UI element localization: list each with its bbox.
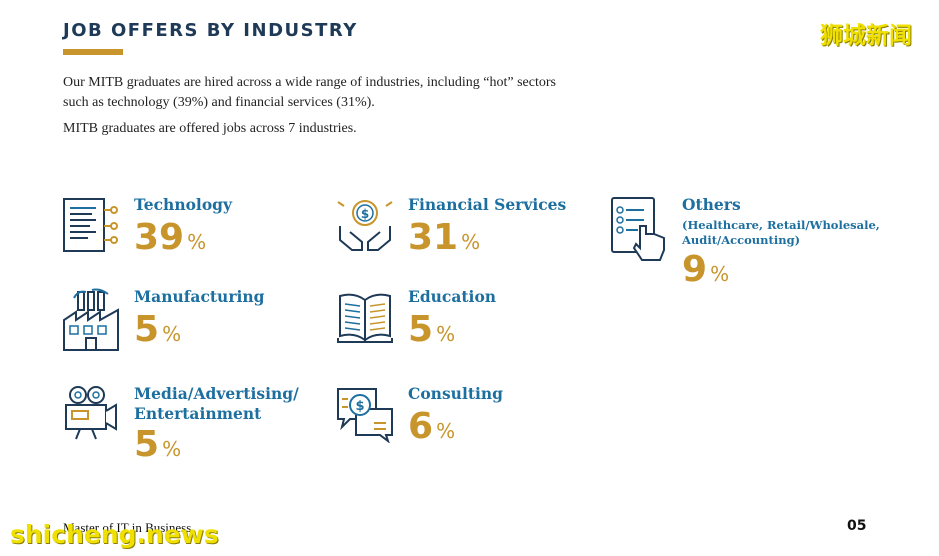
industry-label: Others bbox=[682, 195, 741, 214]
page-number: 05 bbox=[847, 518, 867, 534]
industry-percent: 6% bbox=[408, 406, 456, 447]
industry-label-line2: Entertainment bbox=[134, 404, 262, 423]
industry-label: Manufacturing bbox=[134, 287, 265, 306]
page-title: JOB OFFERS BY INDUSTRY bbox=[63, 20, 358, 41]
industry-label: Technology bbox=[134, 195, 233, 214]
checklist-hand-icon bbox=[611, 197, 665, 261]
industry-percent: 5% bbox=[134, 424, 182, 465]
document-circuit-icon bbox=[63, 198, 118, 252]
svg-text:$: $ bbox=[361, 207, 369, 221]
open-book-icon bbox=[337, 293, 393, 343]
footer-program-name: Master of IT in Business bbox=[63, 520, 192, 535]
intro-summary: MITB graduates are offered jobs across 7… bbox=[63, 121, 357, 136]
hands-coin-icon: $ bbox=[337, 200, 393, 251]
industry-sublabel: Audit/Accounting) bbox=[682, 233, 801, 247]
chat-dollar-icon: $ bbox=[337, 388, 393, 443]
industry-label: Education bbox=[408, 287, 497, 306]
intro-paragraph: Our MITB graduates are hired across a wi… bbox=[63, 75, 556, 110]
industry-percent: 31% bbox=[408, 217, 481, 258]
industry-percent: 9% bbox=[682, 249, 730, 290]
svg-text:$: $ bbox=[355, 399, 364, 414]
industry-label: Consulting bbox=[408, 384, 503, 403]
industry-percent: 5% bbox=[134, 309, 182, 350]
industry-label: Media/Advertising/ bbox=[134, 384, 299, 403]
industry-percent: 5% bbox=[408, 309, 456, 350]
watermark-site: shicheng.news bbox=[10, 520, 219, 549]
industry-percent: 39% bbox=[134, 217, 207, 258]
video-camera-icon bbox=[65, 386, 117, 440]
factory-icon bbox=[63, 288, 119, 351]
industry-sublabel: (Healthcare, Retail/Wholesale, bbox=[682, 218, 880, 232]
industry-label: Financial Services bbox=[408, 195, 567, 214]
title-underline bbox=[63, 49, 123, 55]
watermark-chinese: 狮城新闻 bbox=[820, 23, 912, 49]
